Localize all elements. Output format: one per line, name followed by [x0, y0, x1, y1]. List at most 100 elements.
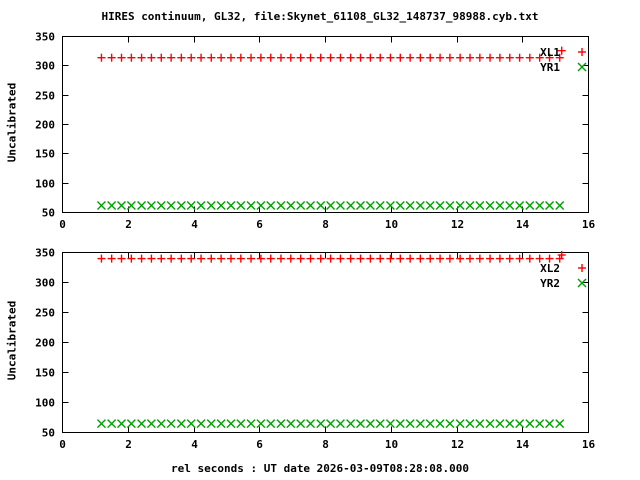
data-point [167, 53, 176, 62]
data-point [326, 254, 335, 263]
data-point [286, 419, 296, 429]
data-point [395, 419, 405, 429]
data-point [445, 254, 454, 263]
data-point [396, 254, 405, 263]
data-point [306, 254, 315, 263]
legend-marker-XL2 [578, 264, 586, 272]
data-point [406, 53, 415, 62]
data-point [286, 53, 295, 62]
data-point [96, 201, 106, 211]
data-point [316, 201, 326, 211]
data-point [117, 201, 126, 211]
data-point [376, 254, 385, 263]
y-tick-label: 150 [35, 148, 55, 161]
data-point [505, 53, 514, 62]
data-point [187, 254, 196, 263]
page-title: HIRES continuum, GL32, file:Skynet_61108… [101, 10, 539, 23]
data-point [535, 201, 545, 211]
data-point [416, 254, 425, 263]
data-point [356, 254, 365, 263]
data-point [107, 53, 116, 62]
data-point [316, 254, 325, 263]
data-point [535, 254, 544, 263]
x-tick-label: 4 [191, 218, 198, 231]
panel-bottom: 50 100 150 200 250 300 350 0 2 4 6 8 10 12 14 16 XL2 YR2 [35, 247, 595, 452]
data-point [545, 254, 554, 263]
data-point [535, 53, 544, 62]
data-point [456, 254, 465, 263]
data-point [226, 419, 236, 429]
data-point [276, 201, 286, 211]
x-tick-label: 6 [256, 218, 263, 231]
data-point [425, 201, 435, 211]
data-point [555, 53, 564, 62]
y-tick-label: 350 [35, 31, 55, 44]
data-point [296, 53, 305, 62]
data-point [167, 254, 176, 263]
data-point [456, 53, 465, 62]
plot-frame [62, 252, 589, 433]
data-point [207, 254, 216, 263]
data-point [515, 419, 525, 429]
data-point [525, 254, 534, 263]
data-point [146, 419, 156, 429]
legend-marker-YR2 [577, 278, 587, 288]
data-point [475, 201, 485, 211]
data-point [435, 201, 445, 211]
y-tick-label: 350 [35, 247, 55, 260]
data-point [465, 254, 474, 263]
data-point [296, 201, 306, 211]
data-point [186, 419, 196, 429]
data-point [256, 419, 266, 429]
legend-label-YR1: YR1 [540, 61, 560, 74]
data-point [226, 53, 235, 62]
data-point [137, 201, 147, 211]
data-point [236, 201, 246, 211]
data-point [97, 254, 106, 263]
data-point [465, 201, 475, 211]
data-point [545, 419, 555, 429]
legend-marker-XL1 [578, 48, 586, 56]
y-tick-label: 300 [35, 277, 55, 290]
data-point [445, 201, 455, 211]
data-point [217, 53, 226, 62]
data-point [425, 419, 435, 429]
data-point [256, 254, 265, 263]
data-point [286, 254, 295, 263]
data-point [186, 201, 196, 211]
data-point [276, 254, 285, 263]
data-point [336, 53, 345, 62]
data-point [236, 419, 246, 429]
data-point [197, 53, 206, 62]
data-point [326, 53, 335, 62]
data-point [385, 201, 395, 211]
data-point [375, 201, 385, 211]
x-tick-label: 0 [59, 218, 66, 231]
data-point [515, 254, 524, 263]
data-point [475, 254, 484, 263]
data-point [196, 419, 206, 429]
data-point [306, 53, 315, 62]
plot-frame [62, 36, 589, 213]
data-point [127, 53, 136, 62]
data-point [455, 201, 465, 211]
data-point [137, 419, 147, 429]
data-point [117, 419, 126, 429]
data-point [177, 53, 186, 62]
x-tick-label: 12 [451, 218, 464, 231]
series-XL2 [97, 251, 566, 263]
data-point [385, 419, 395, 429]
x-tick-label: 10 [385, 438, 398, 451]
data-point [117, 254, 126, 263]
data-point [247, 53, 256, 62]
data-point [486, 53, 495, 62]
data-point [545, 53, 554, 62]
data-point [266, 419, 276, 429]
data-point [196, 201, 206, 211]
data-point [146, 201, 156, 211]
data-point [335, 201, 345, 211]
y-tick-label: 200 [35, 119, 55, 132]
y-tick-label: 100 [35, 397, 55, 410]
data-point [406, 254, 415, 263]
data-point [107, 419, 117, 429]
